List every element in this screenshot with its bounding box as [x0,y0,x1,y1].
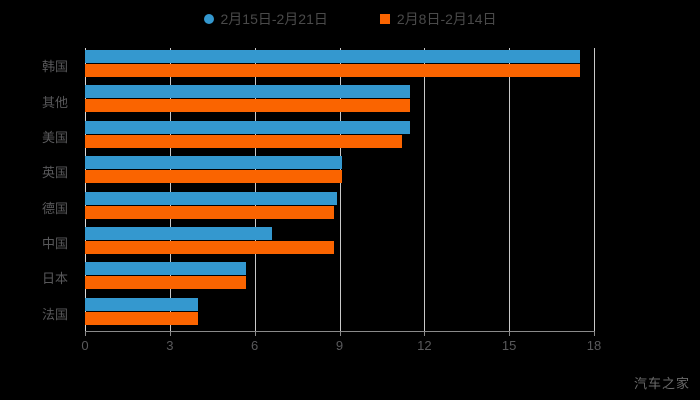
bar-group [85,225,594,260]
bar[interactable] [85,276,247,290]
bar[interactable] [85,156,343,170]
bar[interactable] [85,297,199,311]
bar-group [85,119,594,154]
y-axis-tick-label: 德国 [41,200,68,216]
x-axis-tick-mark [509,331,511,336]
bar[interactable] [85,205,334,219]
bar-group [85,48,594,83]
bar[interactable] [85,170,343,184]
x-axis-tick-label: 12 [417,338,432,353]
y-axis-labels: 韩国其他美国英国德国中国日本法国 [0,48,78,331]
legend-item-2[interactable]: 2月8日-2月14日 [379,11,497,27]
gridline-6 [254,48,256,331]
y-axis-tick-label: 美国 [41,129,68,145]
x-axis-tick-mark [339,331,341,336]
y-axis-tick-label: 日本 [41,271,68,287]
x-axis-tick-mark [169,331,171,336]
bar[interactable] [85,262,247,276]
bar-group [85,296,594,331]
watermark: 汽车之家 [633,376,690,391]
bar[interactable] [85,134,402,148]
bar[interactable] [85,226,272,240]
gridline-18 [594,48,595,331]
gridline-0 [85,48,86,331]
x-axis-tick-label: 9 [335,338,344,353]
bar[interactable] [85,85,411,99]
y-axis-tick-label: 英国 [41,165,68,181]
y-axis-tick-label: 其他 [41,94,68,110]
x-axis-tick-mark [85,331,86,336]
y-axis-tick-label: 中国 [41,236,68,252]
gridline-15 [509,48,511,331]
y-axis-tick-label: 法国 [41,306,68,322]
x-axis-tick-label: 3 [166,338,174,353]
x-axis-tick-label: 15 [501,338,517,353]
y-axis-tick-label: 韩国 [41,59,68,75]
legend-swatch-square-icon [379,14,390,24]
gridline-9 [339,48,341,331]
bar[interactable] [85,99,411,113]
x-axis-tick-mark [424,331,426,336]
x-axis-tick-mark [594,331,595,336]
bar[interactable] [85,120,411,134]
plot-area [85,48,595,331]
bar-group [85,83,594,118]
chart-legend: 2月15日-2月21日 2月8日-2月14日 [0,6,700,32]
bar-group [85,154,594,189]
gridline-3 [169,48,171,331]
bar[interactable] [85,50,580,63]
bar[interactable] [85,191,337,205]
x-axis-tick-label: 0 [81,338,89,353]
x-axis-tick-mark [254,331,256,336]
x-axis-tick-label: 18 [586,338,602,353]
x-axis-tick-label: 6 [251,338,259,353]
legend-swatch-circle-icon [203,14,214,24]
bar[interactable] [85,240,334,254]
legend-label: 2月8日-2月14日 [396,11,497,27]
bar[interactable] [85,64,580,77]
legend-label: 2月15日-2月21日 [220,11,328,27]
bar-group [85,260,594,295]
legend-item-1[interactable]: 2月15日-2月21日 [203,11,328,27]
bar[interactable] [85,311,199,325]
bar-group [85,190,594,225]
gridline-12 [424,48,426,331]
